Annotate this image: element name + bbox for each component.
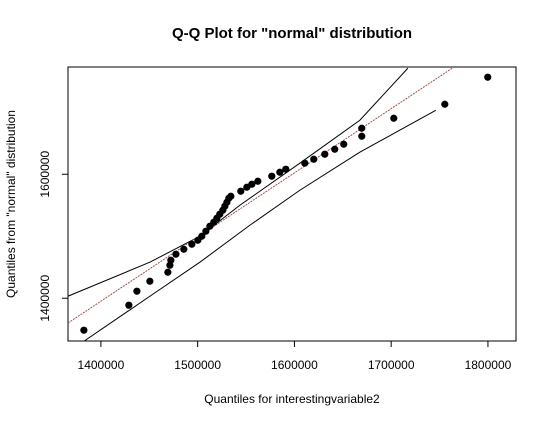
point	[254, 177, 262, 185]
point	[167, 256, 175, 264]
point	[227, 192, 235, 200]
x-tick-label: 1500000	[174, 358, 221, 372]
point	[390, 114, 398, 122]
x-axis-label: Quantiles for interestingvariable2	[204, 392, 380, 406]
point	[198, 232, 206, 240]
point	[358, 124, 366, 132]
point	[358, 132, 366, 140]
point	[276, 168, 284, 176]
plot-frame	[67, 66, 517, 342]
point	[146, 277, 154, 285]
plot-area	[68, 67, 492, 341]
point	[282, 165, 290, 173]
point	[80, 326, 88, 334]
point	[237, 187, 245, 195]
confidence-band	[83, 109, 437, 341]
point	[484, 73, 492, 81]
point	[188, 240, 196, 248]
point	[331, 145, 339, 153]
point	[172, 250, 180, 258]
point	[133, 287, 141, 295]
point	[164, 268, 172, 276]
point	[268, 172, 276, 180]
x-tick-label: 1800000	[465, 358, 512, 372]
point	[248, 180, 256, 188]
chart-title: Q-Q Plot for "normal" distribution	[172, 25, 412, 42]
x-tick-label: 1600000	[271, 358, 318, 372]
y-axis-label: Quantiles from "normal" distribution	[4, 110, 18, 298]
point	[125, 301, 133, 309]
x-tick-label: 1400000	[78, 358, 125, 372]
y-tick-label: 1600000	[38, 151, 52, 198]
confidence-band	[68, 67, 409, 297]
point	[340, 140, 348, 148]
point	[180, 245, 188, 253]
point	[441, 100, 449, 108]
point	[301, 159, 309, 167]
point	[321, 150, 329, 158]
reference-line	[68, 67, 453, 324]
point	[202, 227, 210, 235]
y-tick-label: 1400000	[38, 275, 52, 322]
x-tick-label: 1700000	[368, 358, 415, 372]
point	[310, 155, 318, 163]
